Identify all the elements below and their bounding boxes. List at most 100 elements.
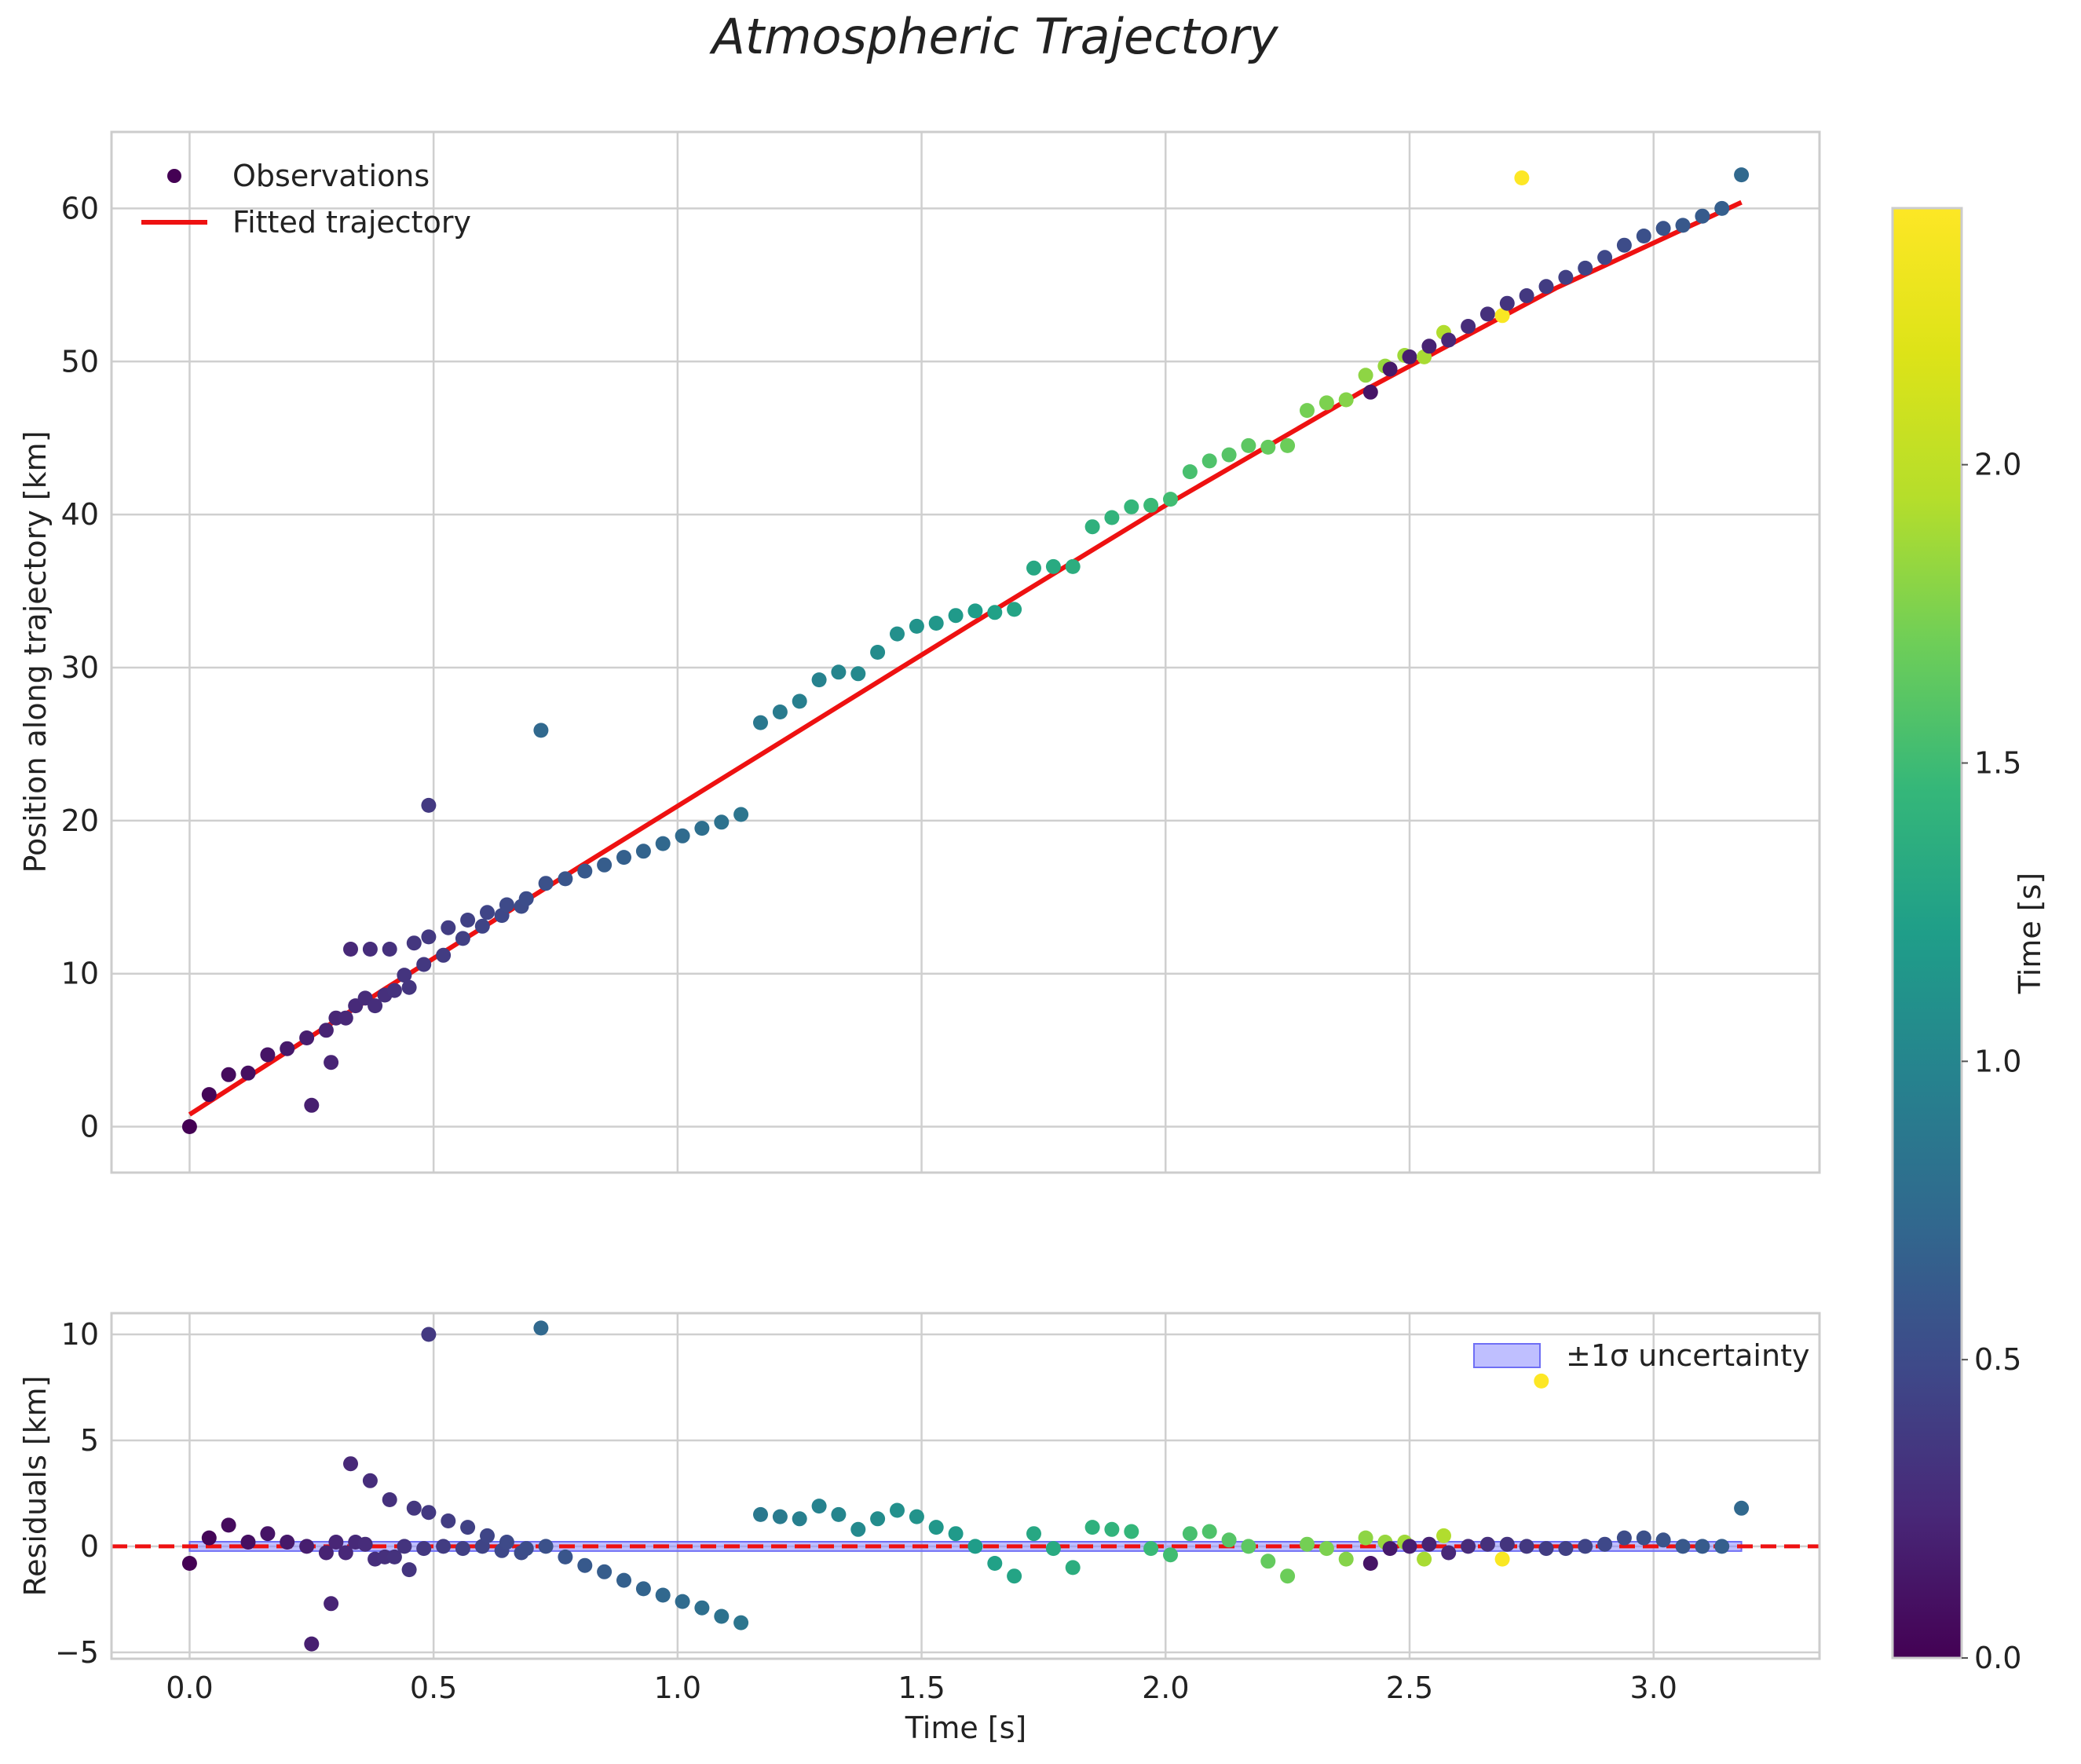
main-point bbox=[1221, 447, 1237, 463]
x-tick-label: 2.5 bbox=[1386, 1671, 1433, 1705]
main-point bbox=[850, 666, 866, 682]
main-point bbox=[1616, 237, 1632, 253]
residual-point bbox=[1338, 1551, 1354, 1567]
residual-point bbox=[1441, 1545, 1457, 1561]
residual-point bbox=[1636, 1530, 1651, 1546]
main-point bbox=[967, 603, 983, 619]
main-point bbox=[1362, 384, 1378, 400]
main-point bbox=[368, 998, 383, 1014]
main-point bbox=[792, 694, 807, 709]
residual-point bbox=[260, 1526, 276, 1542]
main-point bbox=[455, 931, 470, 946]
residual-point bbox=[538, 1539, 554, 1554]
residual-point bbox=[792, 1511, 807, 1527]
main-point bbox=[870, 645, 886, 660]
main-point bbox=[928, 616, 944, 631]
main-point bbox=[343, 942, 358, 957]
main-point bbox=[318, 1023, 334, 1038]
main-point bbox=[1084, 519, 1100, 535]
residual-point bbox=[948, 1526, 964, 1542]
residual-point bbox=[362, 1473, 378, 1488]
residual-point bbox=[597, 1564, 613, 1579]
main-point bbox=[675, 828, 690, 844]
main-point bbox=[714, 814, 730, 830]
residual-point bbox=[397, 1539, 412, 1554]
residual-point bbox=[909, 1509, 924, 1524]
main-point bbox=[1241, 437, 1256, 453]
legend-band-label: ±1σ uncertainty bbox=[1566, 1338, 1809, 1373]
main-point bbox=[597, 857, 613, 873]
residual-point bbox=[338, 1545, 353, 1561]
residual-point bbox=[441, 1513, 456, 1528]
main-point bbox=[1104, 510, 1120, 525]
residual-point bbox=[1734, 1500, 1750, 1516]
residual-point bbox=[406, 1500, 422, 1516]
x-tick-label: 1.5 bbox=[898, 1671, 945, 1705]
residual-point bbox=[201, 1530, 217, 1546]
main-point bbox=[1124, 499, 1139, 514]
main-point bbox=[299, 1030, 315, 1045]
main-point bbox=[831, 664, 847, 680]
main-y-tick-label: 20 bbox=[61, 803, 99, 838]
residual-point bbox=[324, 1596, 339, 1612]
x-tick-label: 1.0 bbox=[654, 1671, 701, 1705]
main-point bbox=[397, 968, 412, 983]
main-point bbox=[1655, 221, 1671, 236]
main-point bbox=[772, 705, 788, 719]
residual-point bbox=[890, 1502, 905, 1518]
residual-point bbox=[831, 1506, 847, 1522]
main-point bbox=[1280, 437, 1296, 453]
main-y-tick-label: 30 bbox=[61, 650, 99, 685]
residual-panel: −5 0 5 10 0.0 0.5 1.0 1.5 2.0 2.5 3.0 Residuals [… bbox=[18, 1312, 1821, 1745]
residual-legend: ±1σ uncertainty bbox=[1473, 1338, 1809, 1373]
main-point bbox=[1045, 558, 1061, 574]
main-point bbox=[421, 929, 437, 945]
main-point bbox=[1514, 170, 1530, 185]
residual-point bbox=[694, 1600, 710, 1616]
main-point bbox=[1597, 250, 1613, 265]
residual-point bbox=[1163, 1547, 1178, 1563]
main-point bbox=[1519, 288, 1534, 303]
residual-point bbox=[1519, 1539, 1534, 1554]
residual-point bbox=[1260, 1554, 1276, 1569]
main-point bbox=[441, 920, 456, 935]
residual-point bbox=[343, 1456, 358, 1472]
residual-point bbox=[1421, 1536, 1437, 1552]
main-point bbox=[533, 723, 549, 738]
residual-point bbox=[357, 1536, 373, 1552]
main-point bbox=[1558, 269, 1574, 285]
residual-point bbox=[753, 1506, 768, 1522]
main-plot-frame bbox=[110, 130, 1821, 1174]
main-grid bbox=[112, 132, 1820, 1173]
legend-fit-line-label: Fitted trajectory bbox=[232, 205, 471, 240]
residual-point bbox=[436, 1539, 452, 1554]
residual-point bbox=[382, 1492, 397, 1507]
colorbar-tick-labels: 0.0 0.5 1.0 1.5 2.0 bbox=[1962, 448, 2021, 1675]
residual-plot-frame bbox=[110, 1312, 1821, 1660]
colorbar: 0.0 0.5 1.0 1.5 2.0 Time [s] bbox=[1891, 207, 2047, 1675]
residual-point bbox=[1084, 1520, 1100, 1535]
main-point bbox=[694, 821, 710, 836]
main-point bbox=[338, 1010, 353, 1026]
main-point bbox=[280, 1041, 295, 1056]
main-point bbox=[1538, 279, 1554, 295]
main-point bbox=[1402, 349, 1417, 364]
main-y-tick-label: 0 bbox=[80, 1110, 99, 1144]
residual-point bbox=[1695, 1539, 1710, 1554]
main-point bbox=[181, 1119, 197, 1134]
fitted-trajectory-line bbox=[188, 199, 1743, 1117]
observation-points bbox=[181, 167, 1750, 1134]
main-point bbox=[386, 983, 402, 998]
main-point bbox=[1300, 403, 1315, 419]
residual-point bbox=[1241, 1539, 1256, 1554]
residual-point bbox=[1655, 1532, 1671, 1548]
residual-point bbox=[1045, 1541, 1061, 1557]
residual-point bbox=[1362, 1556, 1378, 1571]
residual-point bbox=[655, 1587, 671, 1603]
residual-point bbox=[811, 1499, 827, 1514]
main-point bbox=[733, 807, 749, 822]
residual-point bbox=[1436, 1528, 1451, 1543]
residual-point bbox=[850, 1521, 866, 1537]
residual-point bbox=[1558, 1541, 1574, 1557]
residual-point bbox=[1534, 1373, 1549, 1389]
